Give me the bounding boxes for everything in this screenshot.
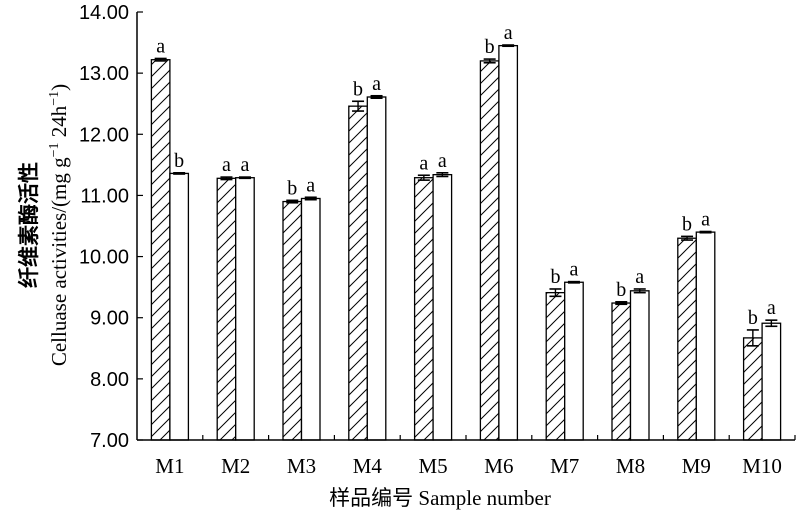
y-tick-label: 9.00 <box>90 308 129 330</box>
y-axis-title-en-part3: ) <box>47 84 71 91</box>
y-tick-label: 12.00 <box>79 124 129 146</box>
y-axis-ticks: 7.00 8.00 9.00 10.00 11.00 12.00 13.00 14.00 <box>79 2 143 452</box>
x-tick-label: M8 <box>616 454 645 478</box>
significance-letter: b <box>616 279 626 301</box>
significance-letter: a <box>504 22 513 44</box>
bar <box>216 177 237 441</box>
significance-letter: b <box>550 266 560 288</box>
x-tick-label: M5 <box>419 454 448 478</box>
x-tick-label: M6 <box>484 454 513 478</box>
significance-letter: a <box>701 209 710 231</box>
x-tick-label: M2 <box>221 454 250 478</box>
x-tick-label: M9 <box>682 454 711 478</box>
x-axis-title: 样品编号 Sample number <box>329 486 551 510</box>
significance-letter: b <box>287 177 297 199</box>
bar <box>366 96 387 441</box>
significance-letter: a <box>438 150 447 172</box>
y-axis-title-sup1: −1 <box>47 142 62 157</box>
y-tick-label: 8.00 <box>90 369 129 391</box>
y-axis-title-en-part2: 24h <box>47 105 71 142</box>
bar <box>629 290 650 441</box>
bar <box>235 177 255 441</box>
significance-letter: b <box>174 150 184 172</box>
bar <box>169 172 190 441</box>
y-axis-title-sup2: −1 <box>47 91 62 106</box>
y-tick-label: 13.00 <box>79 63 129 85</box>
bar <box>282 200 303 441</box>
bar <box>479 60 500 441</box>
x-tick-label: M10 <box>742 454 782 478</box>
significance-letter: b <box>485 36 495 58</box>
significance-letter: a <box>306 174 315 196</box>
y-tick-label: 10.00 <box>79 247 129 269</box>
bars <box>150 44 782 441</box>
significance-letter: a <box>419 152 428 174</box>
x-tick-label: M7 <box>550 454 579 478</box>
bar <box>742 337 763 441</box>
bar <box>498 44 519 441</box>
bar <box>611 302 632 441</box>
error-bars <box>154 44 778 347</box>
significance-letter: b <box>682 213 692 235</box>
bar <box>761 322 782 441</box>
bar <box>564 281 584 441</box>
bar <box>695 231 716 441</box>
bar <box>413 177 434 441</box>
x-tick-label: M1 <box>155 454 184 478</box>
bar <box>348 105 368 441</box>
bar <box>677 237 697 441</box>
y-axis-title-cn: 纤维素酶活性 <box>17 162 41 288</box>
y-tick-label: 11.00 <box>80 185 129 207</box>
significance-letter: a <box>767 297 776 319</box>
x-tick-label: M4 <box>353 454 383 478</box>
y-axis-title-en-part1: Celluase activities/(mg g <box>47 157 71 366</box>
bar <box>300 197 321 441</box>
significance-letter: b <box>748 307 758 329</box>
y-tick-label: 7.00 <box>90 430 129 452</box>
significance-letter: a <box>635 266 644 288</box>
bar <box>545 291 566 441</box>
significance-letter: b <box>353 78 363 100</box>
significance-letter: a <box>570 259 579 281</box>
x-axis-category-labels: M1 M2 M3 M4 M5 M6 M7 M8 M9 M10 <box>155 435 796 478</box>
y-axis-title: 纤维素酶活性 Celluase activities/(mg g−1 24h−1… <box>17 84 71 366</box>
significance-letter: a <box>241 154 250 176</box>
y-tick-label: 14.00 <box>79 2 129 24</box>
y-axis-title-en: Celluase activities/(mg g−1 24h−1) <box>47 84 71 366</box>
significance-letter: a <box>156 35 165 57</box>
bar <box>150 59 171 441</box>
bar <box>432 173 453 441</box>
x-tick-label: M3 <box>287 454 316 478</box>
significance-letter: a <box>222 154 231 176</box>
significance-letter: a <box>372 73 381 95</box>
